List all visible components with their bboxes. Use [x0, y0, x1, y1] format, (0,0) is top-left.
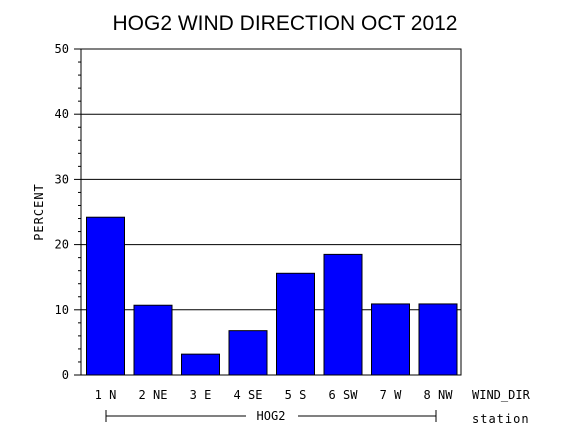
y-tick-label: 0: [62, 368, 69, 382]
y-tick-label: 20: [55, 238, 69, 252]
bar: [181, 353, 220, 376]
y-tick-label: 30: [55, 172, 69, 186]
bar: [228, 330, 268, 376]
x-tick-label: 1 N: [95, 388, 117, 402]
y-axis: 0 10 20 30 40 50: [55, 42, 81, 382]
bar: [371, 303, 410, 376]
x-tick-label: 6 SW: [329, 388, 359, 402]
y-axis-label: PERCENT: [32, 183, 46, 241]
group-bracket: [105, 408, 437, 424]
x-tick-label: 7 W: [380, 388, 402, 402]
bar: [86, 216, 125, 376]
bars: [86, 216, 458, 376]
bar: [133, 304, 173, 376]
chart-title: HOG2 WIND DIRECTION OCT 2012: [112, 12, 457, 35]
x-tick-label: 8 NW: [424, 388, 454, 402]
bar: [276, 272, 315, 376]
bar: [323, 253, 363, 376]
x-tick-labels: 1 N 2 NE 3 E 4 SE 5 S 6 SW 7 W 8 NW: [95, 388, 454, 402]
x-tick-label: 3 E: [190, 388, 212, 402]
group-axis-label: station: [472, 412, 530, 426]
y-tick-label: 40: [55, 107, 69, 121]
x-axis-label: WIND_DIR: [472, 388, 531, 402]
group-label: HOG2: [257, 409, 286, 423]
x-tick-label: 5 S: [285, 388, 307, 402]
bar: [418, 303, 458, 376]
gridlines: [81, 113, 461, 311]
y-tick-label: 10: [55, 303, 69, 317]
x-tick-label: 2 NE: [139, 388, 168, 402]
y-tick-label: 50: [55, 42, 69, 56]
x-tick-label: 4 SE: [234, 388, 263, 402]
plot-frame: [80, 48, 462, 376]
